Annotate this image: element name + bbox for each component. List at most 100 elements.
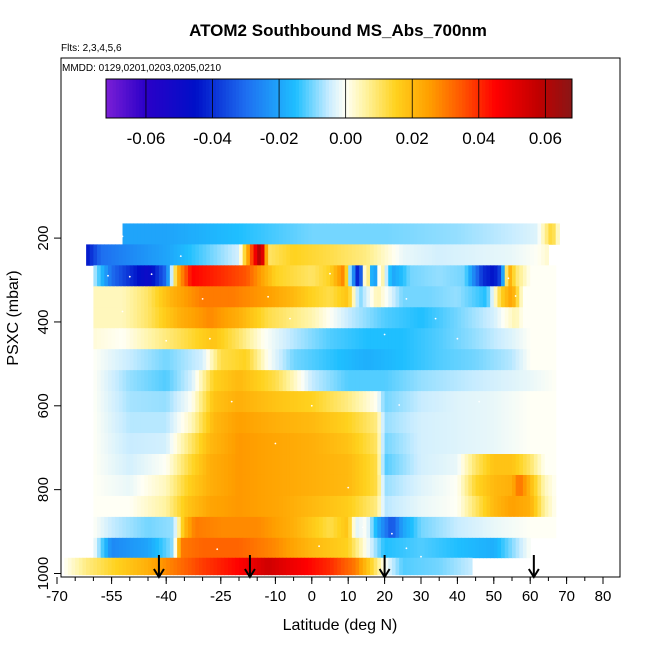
heatmap-cell [191,391,196,413]
heatmap-cell [111,244,116,266]
heatmap-cell [526,412,531,434]
heatmap-cell [115,244,120,266]
heatmap-cell [133,265,138,287]
heatmap-cell [184,454,189,476]
heatmap-cell [395,474,400,497]
heatmap-cell [362,454,367,476]
heatmap-cell [344,474,349,497]
heatmap-cell [544,516,549,539]
heatmap-cell [315,557,320,576]
heatmap-cell [158,557,164,576]
colorbar-cell [412,79,417,118]
heatmap-cell [417,474,422,497]
heatmap-cell [144,349,149,371]
heatmap-cell [104,454,109,476]
heatmap-cell [490,454,495,476]
heatmap-cell [228,328,233,350]
heatmap-cell [180,454,185,476]
heatmap-cell [231,433,236,455]
heatmap-cell [464,265,469,287]
heatmap-cell [126,370,131,392]
heatmap-cell [140,370,145,392]
heatmap-cell [209,223,215,245]
heatmap-cell [206,557,211,576]
heatmap-cell [224,265,229,287]
heatmap-cell [148,391,153,413]
heatmap-cell [275,557,280,576]
heatmap-cell [173,433,178,455]
colorbar-cell [309,79,313,118]
heatmap-cell [122,391,127,413]
heatmap-cell [366,412,371,434]
heatmap-cell [497,223,502,245]
heatmap-cell [402,557,408,576]
heatmap-cell [370,537,375,559]
heatmap-cell [439,412,444,434]
heatmap-cell [512,537,517,559]
heatmap-cell [442,307,448,329]
heatmap-cell [122,223,127,245]
colorbar-cell [132,79,137,118]
heatmap-cell [457,265,462,287]
heatmap-cell [97,474,102,497]
heatmap-cell [515,391,520,413]
heatmap-cell [209,454,215,476]
heatmap-cell [490,433,495,455]
heatmap-cell [395,370,400,392]
heatmap-cell [82,557,87,576]
heatmap-cell [198,349,204,371]
heatmap-cell [475,265,480,287]
heatmap-cell [468,286,473,308]
heatmap-cell [220,433,226,455]
heatmap-cell [155,391,160,413]
heatmap-cell [107,516,113,539]
heatmap-cell [442,286,448,308]
heatmap-cell [206,391,211,413]
heatmap-cell [533,223,539,245]
heatmap-cell [268,223,273,245]
heatmap-cell [461,370,466,392]
heatmap-cell [169,307,175,329]
heatmap-cell [373,557,378,576]
heatmap-cell [512,391,517,413]
heatmap-cell [497,265,502,287]
heatmap-cell [410,474,415,497]
heatmap-cell [380,474,386,497]
heatmap-cell [388,307,393,329]
heatmap-cell [224,537,229,559]
heatmap-cell [151,516,156,539]
heatmap-cell [137,412,142,434]
heatmap-cell [133,537,138,559]
colorbar-cell [145,79,150,118]
heatmap-cell [348,516,353,539]
heatmap-cell [206,454,211,476]
heatmap-cell [224,244,229,266]
heatmap-cell [184,391,189,413]
colorbar-cell [342,79,347,118]
colorbar-cell [215,79,220,118]
heatmap-cell [366,244,371,266]
heatmap-cell [461,495,466,518]
heatmap-cell [362,265,367,287]
heatmap-cell [421,286,426,308]
heatmap-cell [217,516,222,539]
heatmap-cell [391,391,397,413]
heatmap-cell [413,433,418,455]
colorbar-cell [272,79,277,118]
heatmap-cell [490,391,495,413]
heatmap-cell [260,223,266,245]
heatmap-cell [191,223,196,245]
heatmap-cell [337,286,342,308]
heatmap-cell [166,223,171,245]
heatmap-cell [413,495,418,518]
heatmap-cell [162,537,167,559]
heatmap-cell [137,391,142,413]
heatmap-cell [319,557,324,576]
heatmap-cell [497,454,502,476]
heatmap-cell [431,557,437,576]
heatmap-cell [268,286,273,308]
heatmap-cell [421,454,426,476]
heatmap-cell [490,370,495,392]
heatmap-cell [322,557,327,576]
heatmap-cell [522,474,528,497]
